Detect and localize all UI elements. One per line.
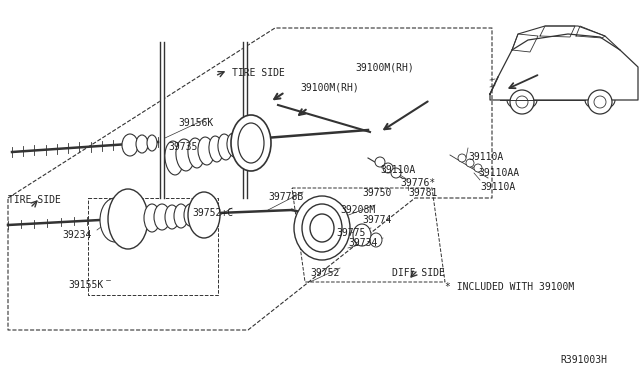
Ellipse shape	[147, 135, 157, 151]
Circle shape	[375, 157, 385, 167]
Ellipse shape	[136, 135, 148, 153]
Circle shape	[383, 163, 393, 173]
Ellipse shape	[294, 196, 350, 260]
Text: 39781: 39781	[408, 188, 437, 198]
Text: 39155K: 39155K	[68, 280, 103, 290]
Text: TIRE SIDE: TIRE SIDE	[8, 195, 61, 205]
Ellipse shape	[353, 224, 371, 246]
Ellipse shape	[174, 204, 188, 228]
Ellipse shape	[165, 141, 183, 175]
Text: 39752+C: 39752+C	[192, 208, 233, 218]
Ellipse shape	[165, 205, 179, 229]
Text: 39110A: 39110A	[468, 152, 503, 162]
Text: 39735: 39735	[168, 142, 197, 152]
Ellipse shape	[176, 139, 194, 171]
Text: * INCLUDED WITH 39100M: * INCLUDED WITH 39100M	[445, 282, 574, 292]
Text: 39208M: 39208M	[340, 205, 375, 215]
Circle shape	[474, 164, 482, 172]
Text: 39775: 39775	[336, 228, 365, 238]
Ellipse shape	[154, 204, 170, 230]
Text: 39776*: 39776*	[400, 178, 435, 188]
Text: 39156K: 39156K	[178, 118, 213, 128]
Text: 39750: 39750	[362, 188, 392, 198]
Text: 39734: 39734	[348, 238, 378, 248]
Ellipse shape	[310, 214, 334, 242]
Text: DIFF SIDE: DIFF SIDE	[392, 268, 445, 278]
Text: 39110A: 39110A	[480, 182, 515, 192]
Circle shape	[391, 168, 401, 178]
Text: R391003H: R391003H	[560, 355, 607, 365]
Text: 39774: 39774	[362, 215, 392, 225]
Ellipse shape	[227, 133, 241, 157]
Circle shape	[458, 154, 466, 162]
Circle shape	[466, 159, 474, 167]
Text: TIRE SIDE: TIRE SIDE	[232, 68, 285, 78]
Ellipse shape	[209, 136, 223, 162]
Text: 39234: 39234	[62, 230, 92, 240]
Ellipse shape	[370, 233, 382, 247]
Ellipse shape	[184, 204, 196, 226]
Ellipse shape	[218, 134, 232, 160]
Text: 39778B: 39778B	[268, 192, 303, 202]
Circle shape	[516, 96, 528, 108]
Ellipse shape	[238, 123, 264, 163]
Ellipse shape	[188, 192, 220, 238]
Ellipse shape	[198, 137, 214, 165]
Text: 39752: 39752	[310, 268, 339, 278]
Circle shape	[588, 90, 612, 114]
Ellipse shape	[188, 138, 204, 168]
Ellipse shape	[100, 198, 130, 242]
Ellipse shape	[231, 115, 271, 171]
Ellipse shape	[122, 134, 138, 156]
Ellipse shape	[108, 189, 148, 249]
Ellipse shape	[302, 204, 342, 252]
Text: 39100M(RH): 39100M(RH)	[355, 62, 413, 72]
Ellipse shape	[144, 204, 160, 232]
Circle shape	[594, 96, 606, 108]
Text: 39110AA: 39110AA	[478, 168, 519, 178]
Text: 39110A: 39110A	[380, 165, 415, 175]
Circle shape	[510, 90, 534, 114]
Text: 39100M(RH): 39100M(RH)	[300, 82, 359, 92]
